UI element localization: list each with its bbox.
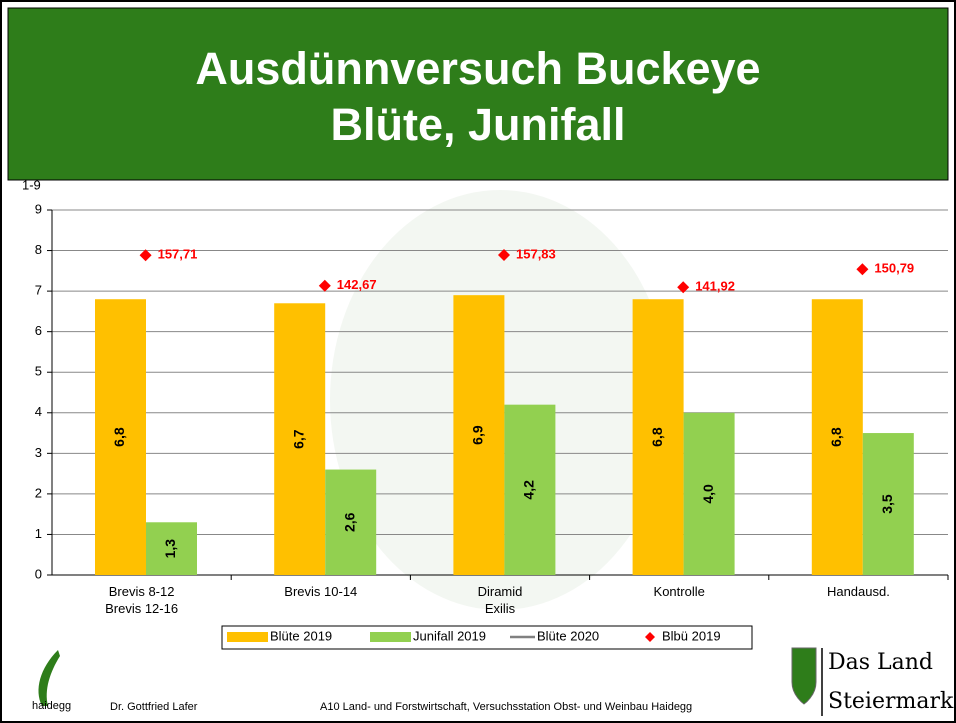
marker <box>318 279 331 292</box>
y-tick-label: 8 <box>35 242 42 257</box>
value-label: 1,3 <box>162 539 178 559</box>
value-label: 2,6 <box>341 512 357 532</box>
legend-swatch <box>227 632 268 642</box>
legend-swatch <box>645 632 655 642</box>
institution: A10 Land- und Forstwirtschaft, Versuchss… <box>320 701 692 713</box>
value-label: 6,8 <box>649 427 665 447</box>
value-label: 6,9 <box>470 425 486 445</box>
y-tick-label: 3 <box>35 445 42 460</box>
marker <box>856 263 869 276</box>
value-label: 4,2 <box>521 480 537 500</box>
legend-swatch <box>370 632 411 642</box>
y-tick-label: 6 <box>35 323 42 338</box>
marker <box>677 281 690 294</box>
value-label: 141,92 <box>695 279 735 294</box>
value-label: 3,5 <box>879 494 895 514</box>
y-tick-label: 1 <box>35 526 42 541</box>
bar <box>632 299 684 575</box>
y-axis-label: 1-9 <box>22 177 41 192</box>
bar <box>862 433 914 575</box>
bar <box>453 295 505 575</box>
legend-label: Blüte 2019 <box>270 628 332 643</box>
y-tick-label: 9 <box>35 201 42 216</box>
value-label: 157,83 <box>516 246 556 261</box>
x-tick-label: Handausd. <box>827 584 890 599</box>
bar <box>325 469 377 575</box>
title-band <box>7 7 949 181</box>
brand-text: Das Land <box>828 650 933 675</box>
legend-box <box>221 625 753 650</box>
bar <box>683 412 735 575</box>
logo-swoosh <box>38 650 60 706</box>
value-label: 142,67 <box>337 277 377 292</box>
legend-label: Junifall 2019 <box>413 628 486 643</box>
marker <box>498 248 510 261</box>
y-tick-label: 2 <box>35 485 42 500</box>
legend-label: Blbü 2019 <box>662 628 721 643</box>
title-line: Ausdünnversuch Buckeye <box>195 43 760 94</box>
bar <box>95 299 146 575</box>
value-label: 4,0 <box>700 484 716 504</box>
value-label: 157,71 <box>158 247 198 262</box>
y-tick-label: 7 <box>35 283 42 298</box>
legend-label: Blüte 2020 <box>537 628 599 643</box>
title-line: Blüte, Junifall <box>330 99 625 150</box>
bar <box>811 299 863 575</box>
brand-text: Steiermark <box>828 689 954 714</box>
value-label: 6,7 <box>290 429 306 449</box>
value-label: 150,79 <box>874 261 914 276</box>
x-tick-label: Brevis 10-14 <box>284 584 357 599</box>
x-tick-label: Kontrolle <box>654 584 705 599</box>
logo-text: haidegg <box>32 700 71 712</box>
y-tick-label: 0 <box>35 566 42 581</box>
bar <box>504 404 556 575</box>
x-tick-label: Diramid Exilis <box>478 584 523 616</box>
y-tick-label: 4 <box>35 404 42 419</box>
bar <box>146 522 197 575</box>
y-tick-label: 5 <box>35 364 42 379</box>
bar <box>274 303 326 575</box>
value-label: 6,8 <box>828 427 844 447</box>
marker <box>139 249 152 262</box>
x-tick-label: Brevis 8-12 Brevis 12-16 <box>105 584 178 616</box>
crest <box>791 647 817 705</box>
author: Dr. Gottfried Lafer <box>110 701 198 713</box>
value-label: 6,8 <box>111 427 127 447</box>
